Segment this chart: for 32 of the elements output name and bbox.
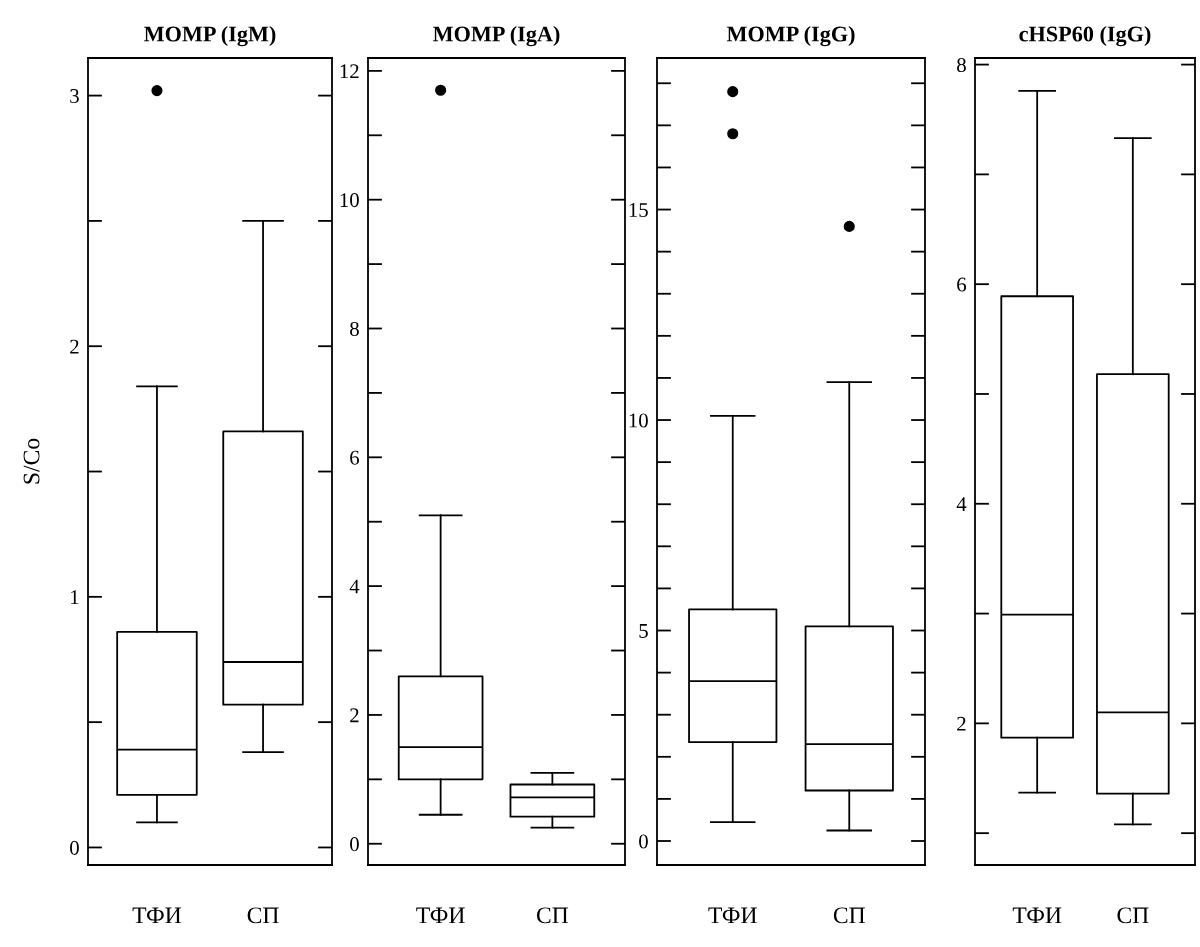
y-tick-label: 10 xyxy=(340,193,359,208)
y-tick-label: 0 xyxy=(639,834,648,849)
y-tick-label: 12 xyxy=(340,64,359,79)
chart-title: cHSP60 (IgG) xyxy=(1019,25,1151,47)
y-tick-label: 4 xyxy=(349,579,360,594)
y-tick-label: 6 xyxy=(350,450,360,465)
y-tick-label: 8 xyxy=(350,321,359,336)
y-tick-label: 5 xyxy=(639,624,648,638)
y-tick-label: 0 xyxy=(350,837,359,852)
y-tick-label: 10 xyxy=(629,413,648,428)
chart-title: MOMP (IgA) xyxy=(433,25,560,47)
y-tick-label: 8 xyxy=(957,57,966,73)
chart-title: MOMP (IgM) xyxy=(144,25,276,47)
y-tick-label: 3 xyxy=(70,89,79,104)
y-tick-label: 15 xyxy=(629,203,648,217)
y-tick-label: 6 xyxy=(957,277,967,292)
x-tick-label: ТФИ xyxy=(1012,907,1062,924)
y-axis-title: S/Co xyxy=(23,438,40,484)
y-tick-label: 0 xyxy=(70,840,79,855)
y-tick-label: 2 xyxy=(350,708,359,723)
y-tick-label: 2 xyxy=(957,716,966,731)
y-tick-label: 4 xyxy=(956,497,967,511)
x-tick-label: СП xyxy=(536,907,569,924)
x-tick-label: ТФИ xyxy=(708,907,757,924)
y-tick-label: 1 xyxy=(71,590,79,605)
x-tick-label: СП xyxy=(833,907,865,924)
x-tick-label: СП xyxy=(1117,907,1149,924)
x-tick-label: ТФИ xyxy=(416,907,465,924)
x-tick-label: ТФИ xyxy=(132,907,182,924)
x-tick-label: СП xyxy=(247,907,279,924)
y-tick-label: 2 xyxy=(70,339,79,354)
chart-title: MOMP (IgG) xyxy=(726,25,855,47)
